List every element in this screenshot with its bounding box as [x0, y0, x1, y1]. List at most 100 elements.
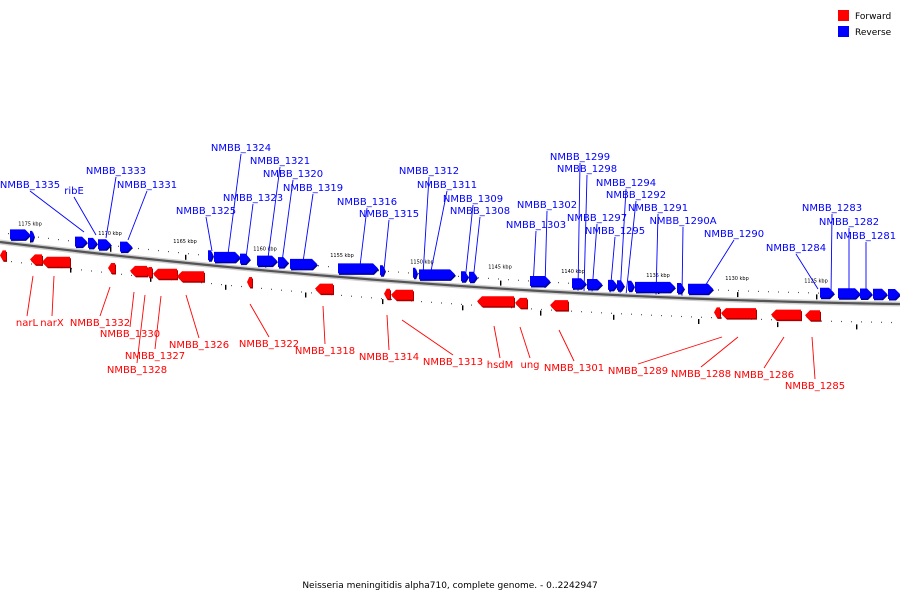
gene-label-nmbb-1298[interactable]: NMBB_1298	[557, 164, 617, 175]
gene-label-nmbb-1292[interactable]: NMBB_1292	[606, 190, 666, 201]
forward-gene-arrow[interactable]	[805, 310, 821, 322]
gene-label-nmbb-1286[interactable]: NMBB_1286	[734, 370, 794, 381]
gene-label-nmbb-1285[interactable]: NMBB_1285	[785, 381, 845, 392]
gene-label-nmbb-1325[interactable]: NMBB_1325	[176, 206, 236, 217]
forward-gene-arrow[interactable]	[247, 277, 253, 289]
gene-label-nmbb-1324[interactable]: NMBB_1324	[211, 143, 271, 154]
reverse-gene-arrow[interactable]	[30, 230, 35, 243]
gene-label-nmbb-1330[interactable]: NMBB_1330	[100, 329, 160, 340]
reverse-gene-arrow[interactable]	[469, 271, 478, 284]
forward-gene-arrow[interactable]	[0, 250, 7, 262]
forward-gene-arrow[interactable]	[714, 307, 721, 319]
gene-label-ung[interactable]: ung	[520, 360, 539, 371]
gene-label-nmbb-1322[interactable]: NMBB_1322	[239, 339, 299, 350]
gene-label-nmbb-1291[interactable]: NMBB_1291	[628, 203, 688, 214]
gene-label-nmbb-1321[interactable]: NMBB_1321	[250, 156, 310, 167]
gene-label-nmbb-1320[interactable]: NMBB_1320	[263, 169, 323, 180]
gene-label-nmbb-1323[interactable]: NMBB_1323	[223, 193, 283, 204]
reverse-gene-arrow[interactable]	[88, 237, 98, 250]
forward-gene-arrow[interactable]	[130, 265, 148, 278]
gene-label-nmbb-1315[interactable]: NMBB_1315	[359, 209, 419, 220]
reverse-gene-arrow[interactable]	[257, 255, 278, 268]
gene-label-nmbb-1290a[interactable]: NMBB_1290A	[649, 216, 716, 227]
reverse-gene-arrow[interactable]	[873, 288, 888, 301]
forward-gene-arrow[interactable]	[30, 254, 43, 266]
reverse-gene-arrow[interactable]	[278, 257, 289, 269]
gene-label-nmbb-1328[interactable]: NMBB_1328	[107, 365, 167, 376]
gene-label-nmbb-1281[interactable]: NMBB_1281	[836, 231, 896, 242]
reverse-gene-arrow[interactable]	[338, 263, 379, 275]
gene-label-nmbb-1299[interactable]: NMBB_1299	[550, 152, 610, 163]
gene-label-nmbb-1295[interactable]: NMBB_1295	[585, 226, 645, 237]
forward-gene-arrow[interactable]	[42, 256, 71, 269]
gene-label-nmbb-1309[interactable]: NMBB_1309	[443, 194, 503, 205]
forward-gene-arrow[interactable]	[153, 268, 178, 281]
gene-label-nmbb-1311[interactable]: NMBB_1311	[417, 180, 477, 191]
forward-gene-arrow[interactable]	[146, 267, 153, 279]
gene-label-ribe[interactable]: ribE	[64, 186, 84, 197]
reverse-gene-arrow[interactable]	[587, 279, 603, 291]
gene-label-nmbb-1332[interactable]: NMBB_1332	[70, 318, 130, 329]
reverse-gene-arrow[interactable]	[120, 241, 133, 254]
gene-label-nmbb-1312[interactable]: NMBB_1312	[399, 166, 459, 177]
gene-label-nmbb-1316[interactable]: NMBB_1316	[337, 197, 397, 208]
gene-label-nmbb-1288[interactable]: NMBB_1288	[671, 369, 731, 380]
reverse-gene-arrow[interactable]	[888, 289, 900, 301]
gene-label-nmbb-1318[interactable]: NMBB_1318	[295, 346, 355, 357]
reverse-gene-arrow[interactable]	[419, 269, 456, 281]
reverse-gene-arrow[interactable]	[617, 280, 625, 292]
forward-gene-arrow[interactable]	[384, 288, 391, 301]
reverse-gene-arrow[interactable]	[240, 253, 251, 266]
reverse-gene-arrow[interactable]	[413, 267, 418, 280]
gene-label-nmbb-1290[interactable]: NMBB_1290	[704, 229, 764, 240]
reverse-gene-arrow[interactable]	[572, 278, 587, 290]
forward-gene-arrow[interactable]	[108, 263, 116, 275]
reverse-gene-arrow[interactable]	[820, 287, 835, 300]
gene-label-nmbb-1319[interactable]: NMBB_1319	[283, 183, 343, 194]
gene-label-nmbb-1284[interactable]: NMBB_1284	[766, 243, 826, 254]
reverse-gene-arrow[interactable]	[608, 279, 618, 292]
gene-label-hsdm[interactable]: hsdM	[487, 360, 514, 371]
reverse-gene-arrow[interactable]	[530, 276, 551, 288]
gene-label-nmbb-1301[interactable]: NMBB_1301	[544, 363, 604, 374]
reverse-gene-arrow[interactable]	[860, 288, 873, 301]
forward-gene-arrow[interactable]	[515, 297, 528, 310]
gene-label-nmbb-1326[interactable]: NMBB_1326	[169, 340, 229, 351]
gene-label-nmbb-1335[interactable]: NMBB_1335	[0, 180, 60, 191]
reverse-gene-arrow[interactable]	[677, 283, 685, 295]
gene-label-nmbb-1331[interactable]: NMBB_1331	[117, 180, 177, 191]
gene-label-nmbb-1327[interactable]: NMBB_1327	[125, 351, 185, 362]
forward-gene-arrow[interactable]	[771, 309, 802, 322]
forward-gene-arrow[interactable]	[391, 289, 414, 302]
reverse-gene-arrow[interactable]	[628, 280, 635, 293]
gene-label-narx[interactable]: narX	[40, 318, 64, 329]
reverse-gene-arrow[interactable]	[461, 271, 469, 283]
gene-label-nmbb-1313[interactable]: NMBB_1313	[423, 357, 483, 368]
gene-label-narl[interactable]: narL	[16, 318, 39, 329]
reverse-gene-arrow[interactable]	[98, 239, 112, 251]
reverse-gene-arrow[interactable]	[208, 250, 214, 262]
forward-gene-arrow[interactable]	[315, 283, 334, 296]
reverse-gene-arrow[interactable]	[635, 281, 676, 294]
reverse-gene-arrow[interactable]	[838, 288, 861, 300]
forward-gene-arrow[interactable]	[477, 296, 515, 308]
gene-label-nmbb-1297[interactable]: NMBB_1297	[567, 213, 627, 224]
reverse-gene-arrow[interactable]	[290, 258, 318, 271]
gene-label-nmbb-1302[interactable]: NMBB_1302	[517, 200, 577, 211]
gene-label-nmbb-1308[interactable]: NMBB_1308	[450, 206, 510, 217]
forward-gene-arrow[interactable]	[721, 308, 757, 320]
reverse-gene-arrow[interactable]	[688, 283, 714, 296]
reverse-gene-arrow[interactable]	[380, 265, 386, 277]
gene-label-nmbb-1283[interactable]: NMBB_1283	[802, 203, 862, 214]
reverse-gene-arrow[interactable]	[75, 236, 88, 249]
gene-label-nmbb-1333[interactable]: NMBB_1333	[86, 166, 146, 177]
gene-label-nmbb-1303[interactable]: NMBB_1303	[506, 220, 566, 231]
forward-gene-arrow[interactable]	[550, 300, 569, 312]
gene-label-nmbb-1282[interactable]: NMBB_1282	[819, 217, 879, 228]
gene-label-nmbb-1294[interactable]: NMBB_1294	[596, 178, 656, 189]
gene-label-nmbb-1314[interactable]: NMBB_1314	[359, 352, 419, 363]
gene-label-nmbb-1289[interactable]: NMBB_1289	[608, 366, 668, 377]
reverse-gene-arrow[interactable]	[10, 229, 31, 241]
reverse-gene-arrow[interactable]	[214, 251, 241, 264]
forward-gene-arrow[interactable]	[177, 271, 205, 283]
